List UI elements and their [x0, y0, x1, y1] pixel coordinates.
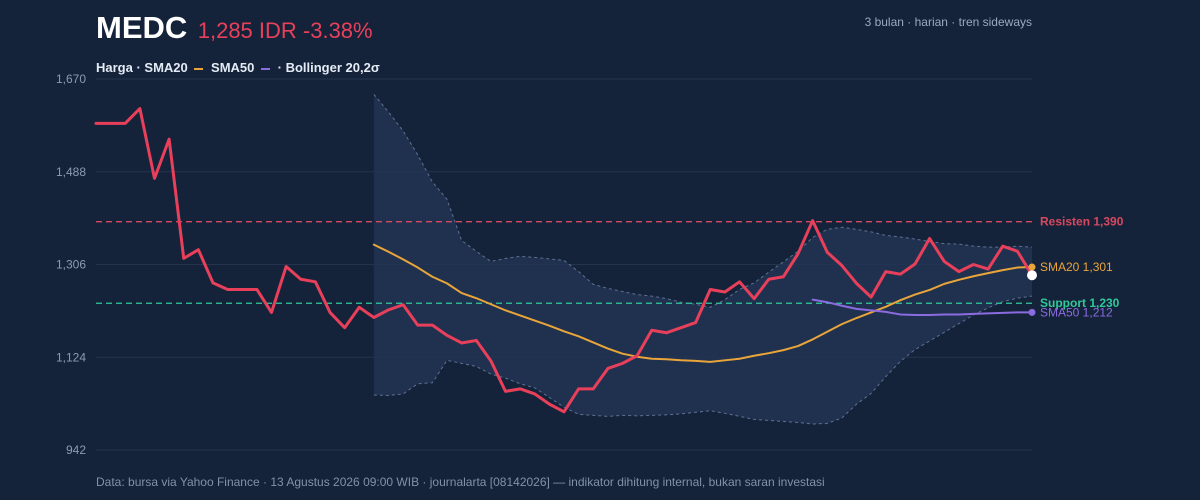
bollinger-upper-line — [373, 93, 1033, 308]
y-tick-label: 942 — [66, 443, 86, 457]
footer-source-note: Data: bursa via Yahoo Finance · 13 Agust… — [96, 475, 825, 489]
sma20-end-label: SMA20 1,301 — [1040, 260, 1113, 274]
sma50-end-label: SMA50 1,212 — [1040, 305, 1113, 319]
bollinger-lower-line — [373, 295, 1033, 425]
sma20-line — [372, 243, 1033, 363]
legend-bollinger: · Bollinger 20,2σ — [277, 60, 380, 75]
ticker-symbol: MEDC — [96, 10, 188, 45]
y-tick-label: 1,306 — [56, 258, 86, 272]
legend-harga: Harga · — [96, 60, 141, 75]
chart-legend: Harga · SMA20 SMA50 · Bollinger 20,2σ — [96, 60, 380, 75]
bollinger-band-area — [373, 94, 1032, 425]
support-label: Support 1,230 — [1040, 296, 1120, 310]
sma20-end-marker — [1028, 263, 1036, 271]
legend-sma20: SMA20 — [144, 60, 188, 75]
legend-sma20-swatch — [194, 67, 204, 70]
legend-sma50: SMA50 — [211, 60, 255, 75]
y-tick-label: 1,124 — [56, 350, 86, 364]
legend-sma50-swatch — [261, 67, 271, 70]
sma50-end-marker — [1028, 308, 1036, 316]
price-end-marker — [1027, 270, 1037, 281]
timeframe-info: 3 bulan · harian · tren sideways — [864, 15, 1032, 29]
resistance-label: Resisten 1,390 — [1040, 215, 1124, 229]
y-tick-label: 1,670 — [56, 72, 86, 86]
chart-header: MEDC 1,285 IDR -3.38% — [96, 10, 373, 46]
y-tick-label: 1,488 — [56, 165, 86, 179]
sma50-line — [811, 298, 1033, 316]
price-change: 1,285 IDR -3.38% — [197, 18, 373, 43]
price-line — [94, 107, 1034, 414]
